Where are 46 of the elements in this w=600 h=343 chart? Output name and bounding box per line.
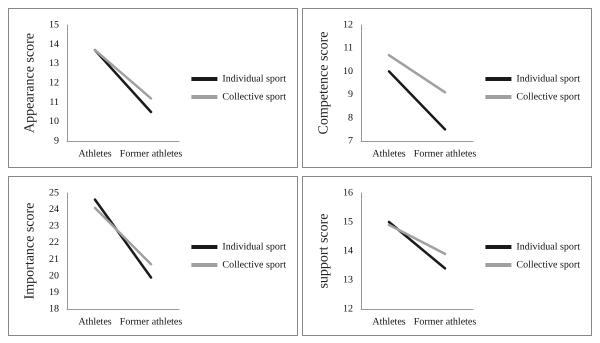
y-tick-label: 15 — [49, 20, 59, 30]
y-axis-title: Competence score — [316, 31, 332, 135]
y-tick-label: 12 — [49, 78, 59, 88]
y-tick-label: 23 — [49, 220, 59, 232]
y-tick-label: 8 — [348, 112, 353, 124]
legend-label: Individual sport — [516, 242, 580, 252]
y-tick-label: 16 — [343, 188, 353, 198]
x-tick-label: Former athletes — [414, 316, 476, 328]
x-tick-label: Former athletes — [120, 316, 182, 328]
x-tick-label: Athletes — [372, 148, 406, 160]
x-tick-label: Former athletes — [414, 148, 476, 160]
y-tick-label: 14 — [49, 38, 59, 50]
y-tick-label: 15 — [343, 216, 353, 228]
y-tick-label: 10 — [49, 116, 59, 128]
y-tick-label: 13 — [49, 58, 59, 70]
y-tick-label: 19 — [49, 286, 59, 298]
y-tick-label: 18 — [49, 304, 59, 314]
y-tick-label: 14 — [343, 246, 353, 256]
y-tick-label: 20 — [49, 270, 59, 282]
y-tick-label: 7 — [348, 136, 353, 146]
y-tick-label: 22 — [49, 237, 59, 248]
y-tick-label: 11 — [343, 42, 353, 54]
y-tick-label: 25 — [49, 188, 59, 198]
legend-label: Collective sport — [222, 92, 286, 102]
y-tick-label: 11 — [49, 96, 59, 108]
legend-label: Individual sport — [222, 242, 286, 252]
y-axis-title: support score — [316, 213, 332, 289]
legend-label: Collective sport — [516, 92, 580, 102]
legend-label: Collective sport — [516, 260, 580, 270]
y-tick-label: 21 — [49, 254, 59, 265]
legend-label: Individual sport — [516, 74, 580, 84]
y-tick-label: 24 — [49, 204, 59, 216]
y-tick-label: 12 — [343, 304, 353, 314]
legend-label: Collective sport — [222, 260, 286, 270]
y-tick-label: 9 — [348, 89, 353, 100]
y-tick-label: 13 — [343, 274, 353, 286]
x-tick-label: Former athletes — [120, 148, 182, 160]
y-tick-label: 12 — [343, 20, 353, 30]
x-tick-label: Athletes — [78, 316, 112, 328]
y-tick-label: 10 — [343, 66, 353, 77]
y-axis-title: Appearance score — [22, 33, 38, 133]
x-tick-label: Athletes — [372, 316, 406, 328]
y-tick-label: 9 — [54, 136, 59, 146]
legend-label: Individual sport — [222, 74, 286, 84]
x-tick-label: Athletes — [78, 148, 112, 160]
y-axis-title: Importance score — [22, 202, 38, 300]
